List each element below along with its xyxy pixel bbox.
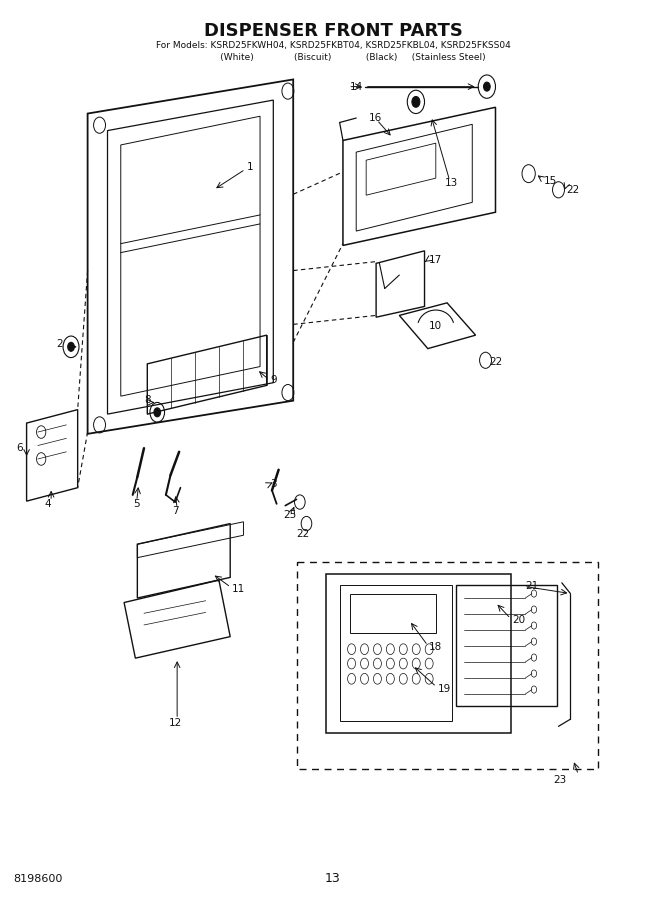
Text: 4: 4 xyxy=(45,499,51,508)
Text: 14: 14 xyxy=(350,82,363,92)
Text: 1: 1 xyxy=(247,162,253,173)
Text: 12: 12 xyxy=(168,718,182,728)
Circle shape xyxy=(154,408,161,417)
Text: 19: 19 xyxy=(438,684,451,694)
Text: 15: 15 xyxy=(544,176,557,185)
Text: (White)              (Biscuit)            (Black)     (Stainless Steel): (White) (Biscuit) (Black) (Stainless Ste… xyxy=(180,53,486,62)
Circle shape xyxy=(68,342,75,351)
Text: 16: 16 xyxy=(369,113,382,123)
Text: 22: 22 xyxy=(489,357,502,367)
Text: 2: 2 xyxy=(56,339,63,349)
Text: For Models: KSRD25FKWH04, KSRD25FKBT04, KSRD25FKBL04, KSRD25FKSS04: For Models: KSRD25FKWH04, KSRD25FKBT04, … xyxy=(156,40,510,50)
Text: 23: 23 xyxy=(553,775,567,785)
Text: 18: 18 xyxy=(429,643,442,652)
Text: 22: 22 xyxy=(567,184,579,194)
Text: 10: 10 xyxy=(429,321,442,331)
Text: 21: 21 xyxy=(525,581,539,591)
Text: 8198600: 8198600 xyxy=(13,874,63,884)
Text: 17: 17 xyxy=(429,255,442,265)
Text: 20: 20 xyxy=(512,616,525,625)
Text: 13: 13 xyxy=(444,177,458,187)
Circle shape xyxy=(484,82,490,91)
Circle shape xyxy=(412,96,420,107)
Text: 9: 9 xyxy=(270,375,277,385)
Text: 13: 13 xyxy=(325,872,341,886)
Text: 11: 11 xyxy=(232,584,246,594)
Text: 22: 22 xyxy=(296,529,310,539)
Text: 6: 6 xyxy=(16,443,23,454)
Text: 25: 25 xyxy=(283,509,296,519)
Text: DISPENSER FRONT PARTS: DISPENSER FRONT PARTS xyxy=(204,22,462,40)
Text: 3: 3 xyxy=(270,479,276,489)
Text: 7: 7 xyxy=(172,506,179,516)
Text: 8: 8 xyxy=(144,395,151,405)
Text: 5: 5 xyxy=(133,499,139,508)
